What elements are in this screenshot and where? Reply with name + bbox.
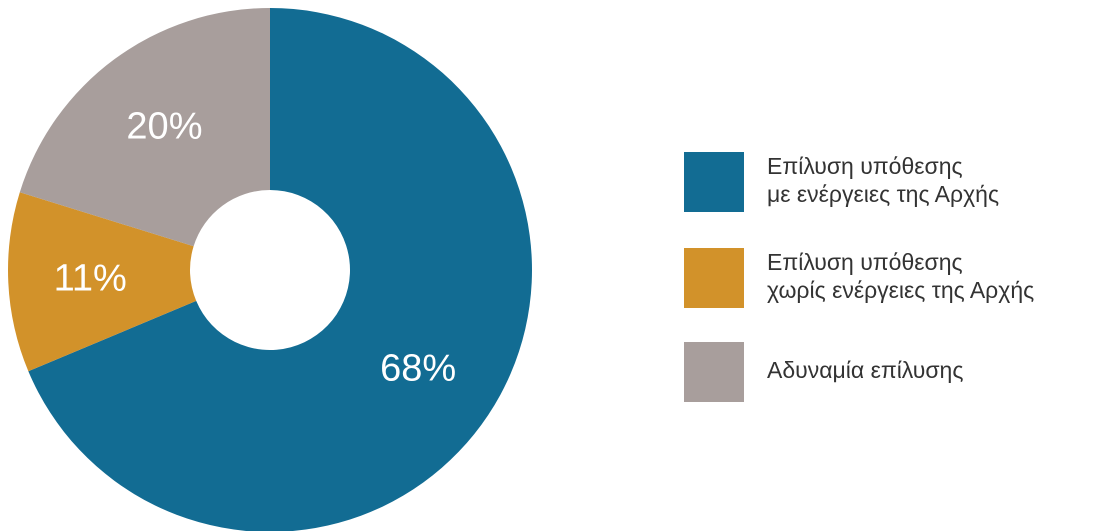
legend-label-line: Αδυναμία επίλυσης: [767, 357, 964, 383]
legend-swatch-without-authority: [684, 248, 744, 308]
donut-svg: 68% 11% 20%: [7, 7, 532, 531]
legend-swatch-unresolved: [684, 342, 744, 402]
legend-label-line: χωρίς ενέργειες της Αρχής: [767, 277, 1035, 303]
donut-slice-labels: 68% 11% 20%: [54, 106, 457, 390]
legend-swatch-with-authority: [684, 152, 744, 212]
legend-label-unresolved: Αδυναμία επίλυσης: [767, 356, 1097, 384]
donut-slice-without-authority: [7, 192, 197, 372]
donut-slice-with-authority: [28, 8, 532, 531]
legend-label-without-authority: Επίλυση υπόθεσης χωρίς ενέργειες της Αρχ…: [767, 248, 1097, 304]
legend-label-line: Επίλυση υπόθεσης: [767, 153, 963, 179]
legend-label-line: Επίλυση υπόθεσης: [767, 249, 963, 275]
legend-label-with-authority: Επίλυση υπόθεσης με ενέργειες της Αρχής: [767, 152, 1097, 208]
legend-label-line: με ενέργειες της Αρχής: [767, 181, 1000, 207]
donut-slices: [7, 7, 532, 531]
slice-label-with-authority: 68%: [380, 348, 456, 390]
slice-label-unresolved: 20%: [126, 106, 202, 148]
slice-label-without-authority: 11%: [54, 258, 127, 300]
donut-slice-unresolved: [19, 7, 270, 247]
